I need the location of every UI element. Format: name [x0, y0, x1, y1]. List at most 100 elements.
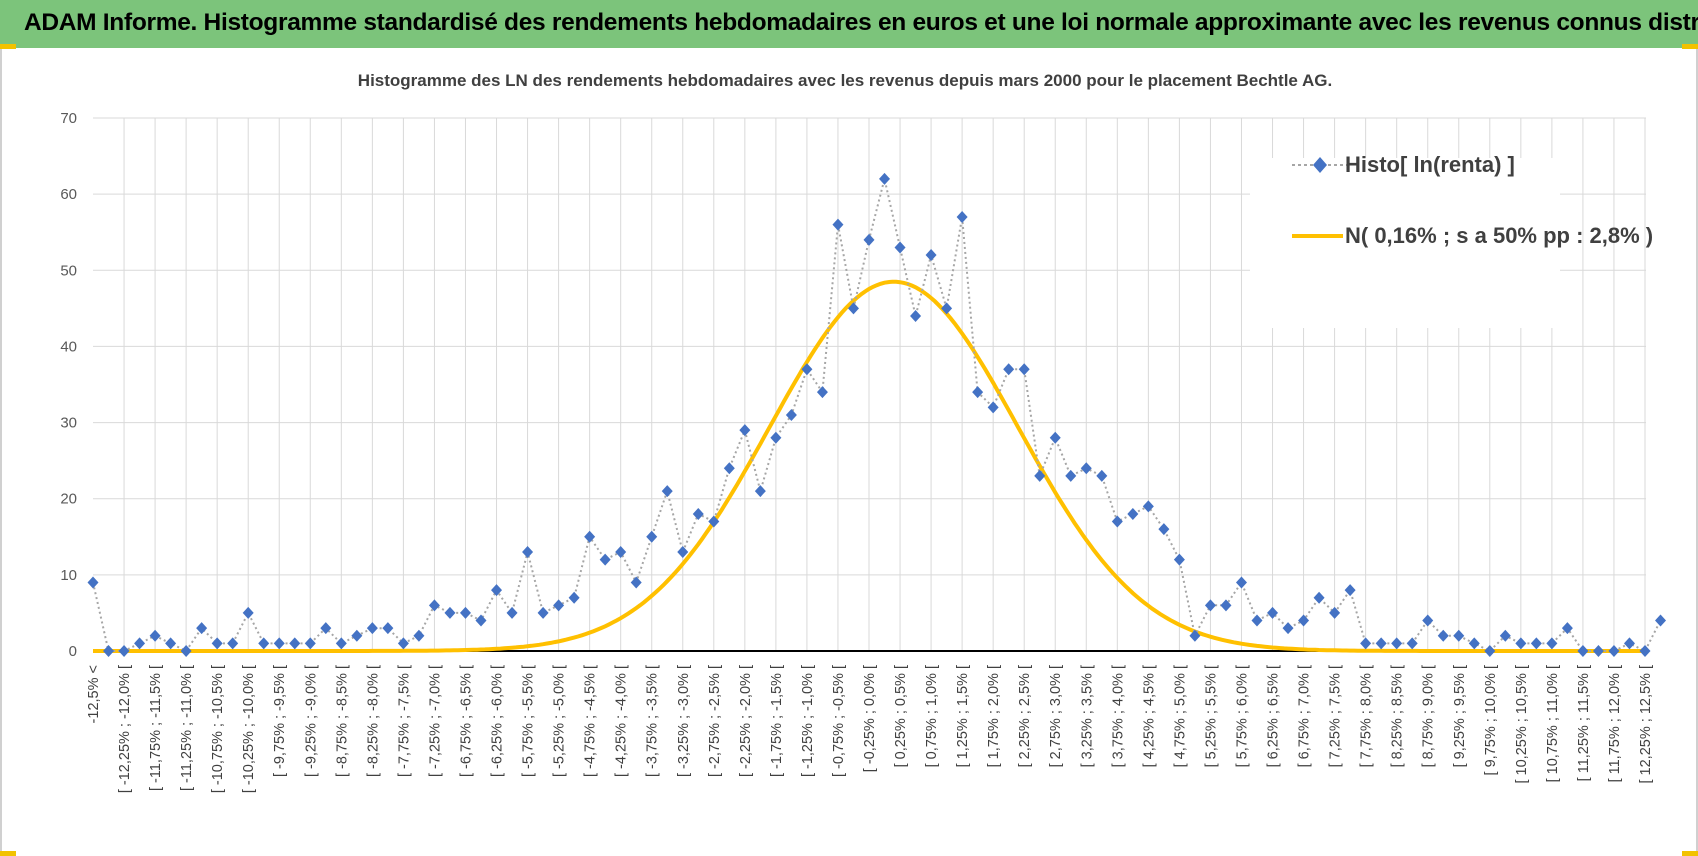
x-tick-label: [ -0,75% ; -0,5% [: [831, 665, 847, 777]
histogram-point: [1608, 645, 1620, 657]
histogram-point: [1406, 637, 1418, 650]
histogram-point: [428, 599, 440, 612]
histogram-point: [196, 622, 208, 635]
histogram-point: [615, 546, 627, 559]
x-tick-label: [ -6,75% ; -6,5% [: [458, 665, 474, 777]
corner-accent-top-right: [1682, 44, 1698, 49]
histogram-point: [1499, 629, 1511, 642]
histogram-point: [879, 172, 891, 185]
histogram-point: [320, 622, 332, 635]
histogram-point: [242, 606, 254, 619]
histogram-point: [1018, 363, 1030, 376]
histogram-point: [1655, 614, 1667, 627]
x-tick-label: [ -12,25% ; -12,0% [: [117, 665, 133, 793]
x-tick-label: [ 7,75% ; 8,0% [: [1359, 665, 1375, 767]
histogram-point: [1065, 469, 1077, 482]
normal-curve: [93, 279, 1645, 653]
histogram-point: [1484, 645, 1496, 657]
y-axis: 0 10 20 30 40 50 60 70: [60, 110, 77, 660]
histogram-point: [646, 530, 658, 543]
histogram-point: [1267, 606, 1279, 619]
histogram-point: [754, 485, 766, 498]
histogram-point: [599, 553, 611, 566]
x-tick-label: [ -3,25% ; -3,0% [: [676, 665, 692, 777]
histogram-point: [568, 591, 580, 604]
histogram-point: [816, 386, 828, 399]
grid-layer: [93, 117, 1646, 652]
histogram-point: [1111, 515, 1123, 528]
x-tick-label: [ -9,75% ; -9,5% [: [272, 665, 288, 777]
histogram-point: [382, 622, 394, 635]
x-tick-label: [ 4,75% ; 5,0% [: [1172, 665, 1188, 767]
histogram-point: [1422, 614, 1434, 627]
x-tick-label: [ 11,25% ; 11,5% [: [1576, 665, 1592, 781]
histogram-point: [692, 507, 704, 520]
x-tick-label: [ 0,25% ; 0,5% [: [893, 665, 909, 767]
y-tick-label: 70: [60, 110, 77, 127]
histogram-point: [1639, 645, 1651, 657]
histogram-point: [1298, 614, 1310, 627]
histogram-point: [180, 645, 192, 657]
histogram-point: [1034, 469, 1046, 482]
x-tick-label: [ 12,25% ; 12,5% [: [1638, 665, 1654, 784]
histogram-point: [739, 424, 751, 437]
histogram-point: [987, 401, 999, 414]
histogram-point: [1453, 629, 1465, 642]
x-axis: -12,5% < [ -12,25% ; -12,0% [ [ -11,75% ; …: [86, 650, 1654, 793]
histogram-point: [1561, 622, 1573, 635]
histogram-point: [211, 637, 223, 650]
x-tick-label: [ -5,25% ; -5,0% [: [552, 665, 568, 777]
x-tick-label: [ -6,25% ; -6,0% [: [490, 665, 506, 777]
histogram-point: [165, 637, 177, 650]
x-tick-label: [ 2,75% ; 3,0% [: [1048, 665, 1064, 767]
histogram-point: [1344, 584, 1356, 597]
x-tick-label: [ -2,25% ; -2,0% [: [738, 665, 754, 777]
x-tick-label: [ -11,25% ; -11,0% [: [179, 665, 195, 791]
histogram-point: [1391, 637, 1403, 650]
histogram-point: [1530, 637, 1542, 650]
histogram-point: [87, 576, 99, 589]
x-tick-label: [ -7,75% ; -7,5% [: [396, 665, 412, 777]
histogram-point: [1313, 591, 1325, 604]
histogram-point: [459, 606, 471, 619]
histogram-point: [1204, 599, 1216, 612]
histogram-point: [304, 637, 316, 650]
histogram-point: [661, 485, 673, 498]
histogram-point: [972, 386, 984, 399]
histogram-point: [785, 408, 797, 421]
histogram-point: [801, 363, 813, 376]
x-tick-label: [ 9,25% ; 9,5% [: [1452, 665, 1468, 767]
histogram-point: [537, 606, 549, 619]
x-tick-label: [ 11,75% ; 12,0% [: [1607, 665, 1623, 782]
x-tick-label: [ -3,75% ; -3,5% [: [645, 665, 661, 777]
histogram-point: [956, 210, 968, 223]
histogram-point: [1096, 469, 1108, 482]
histogram-point: [444, 606, 456, 619]
histogram-point: [1189, 629, 1201, 642]
corner-accent-bottom-left: [0, 851, 16, 856]
histogram-point: [1329, 606, 1341, 619]
histogram-point: [1173, 553, 1185, 566]
histogram-point: [335, 637, 347, 650]
x-tick-label: -12,5% <: [86, 665, 102, 723]
x-tick-label: [ 9,75% ; 10,0% [: [1483, 665, 1499, 775]
x-tick-label: [ -10,25% ; -10,0% [: [241, 665, 257, 793]
legend-histo-marker: [1313, 157, 1327, 173]
frame-left-border: [0, 48, 2, 856]
report-title: ADAM Informe. Histogramme standardisé de…: [24, 9, 1698, 36]
y-tick-label: 60: [60, 186, 77, 203]
x-tick-label: [ 0,75% ; 1,0% [: [924, 665, 940, 767]
x-tick-label: [ 6,25% ; 6,5% [: [1266, 665, 1282, 767]
histogram-point: [1360, 637, 1372, 650]
x-tick-label: [ -7,25% ; -7,0% [: [427, 665, 443, 777]
histogram-point: [1127, 507, 1139, 520]
histogram-point: [941, 302, 953, 315]
frame-right-border: [1696, 48, 1698, 856]
x-tick-label: [ -11,75% ; -11,5% [: [148, 665, 164, 791]
histogram-point: [863, 233, 875, 246]
x-tick-label: [ 7,25% ; 7,5% [: [1328, 665, 1344, 767]
x-tick-label: [ -0,25% ; 0,0% [: [862, 665, 878, 772]
histogram-point: [1220, 599, 1232, 612]
histogram-point: [1577, 645, 1589, 657]
x-tick-label: [ 10,25% ; 10,5% [: [1514, 665, 1530, 784]
